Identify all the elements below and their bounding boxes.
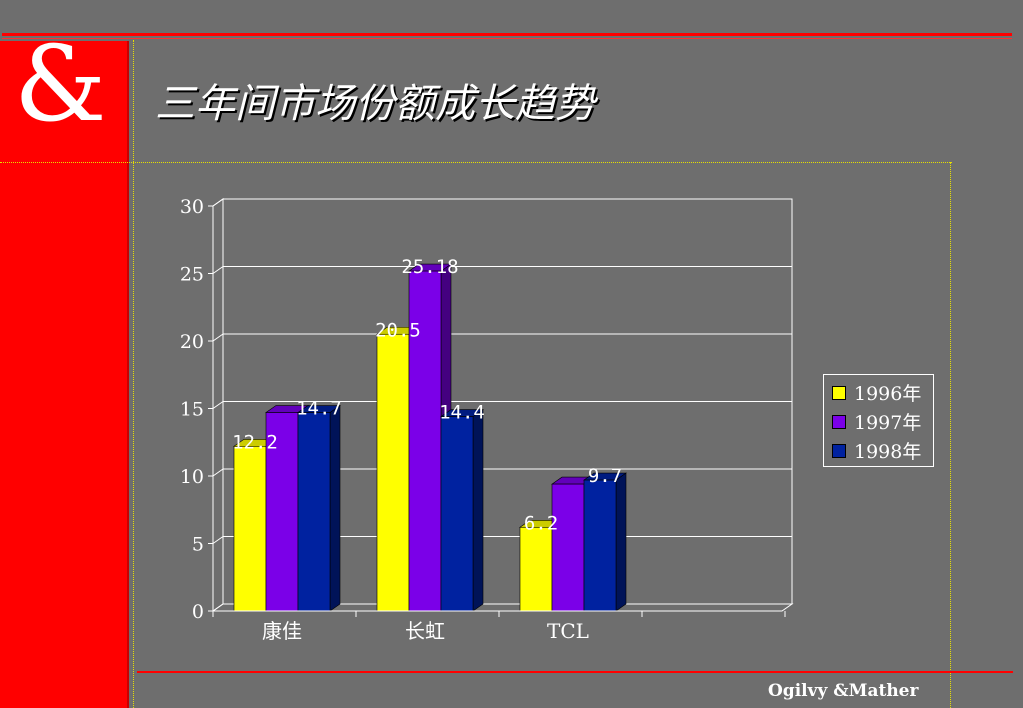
- bar-2-2: [583, 479, 617, 612]
- dotted-guide-vertical-right: [950, 162, 951, 708]
- data-label: 12.2: [232, 431, 278, 453]
- bottom-red-rule: [137, 671, 1013, 673]
- bar-0-2: [297, 412, 331, 612]
- top-red-rule: [2, 33, 1012, 36]
- y-tick-label: 10: [180, 466, 204, 488]
- bar-side: [472, 409, 484, 612]
- legend-item-1998: 1998年: [824, 436, 933, 465]
- dotted-guide-horizontal: [0, 162, 952, 163]
- bar-0-0: [233, 445, 267, 612]
- data-label: 25.18: [401, 256, 458, 278]
- y-tick-label: 0: [192, 601, 204, 623]
- data-label: 9.7: [588, 465, 622, 487]
- bar-0-1: [265, 412, 299, 612]
- slide-title: 三年间市场份额成长趋势: [155, 81, 595, 127]
- gridline-side: [212, 266, 224, 274]
- gridline-side: [212, 401, 224, 409]
- bar-2-0: [519, 526, 553, 612]
- bar-1-1: [408, 270, 442, 612]
- legend-label-1997: 1997年: [854, 412, 922, 434]
- x-axis: 康佳 长虹 TCL: [212, 610, 786, 643]
- bars: [233, 263, 627, 612]
- legend-item-1997: 1997年: [824, 407, 933, 436]
- chart-legend: 1996年 1997年 1998年: [823, 374, 934, 467]
- data-label: 14.7: [296, 398, 342, 420]
- data-label: 6.2: [524, 512, 558, 534]
- left-red-band-edge: [127, 41, 129, 708]
- footer-brand: Ogilvy &Mather: [768, 681, 919, 701]
- gridline-side: [212, 333, 224, 342]
- data-labels: 12.2 14.7 20.5 25.18 14.4 6.2 9.7: [232, 256, 622, 534]
- legend-swatch-1996: [832, 385, 846, 400]
- ampersand-logo: &: [14, 23, 107, 145]
- top-red-rule-thin: [2, 38, 1012, 39]
- legend-item-1996: 1996年: [824, 378, 933, 407]
- y-tick-label: 5: [192, 534, 204, 556]
- x-tick-label: 康佳: [262, 619, 302, 643]
- y-tick-label: 30: [180, 196, 204, 218]
- y-tick-label: 20: [180, 331, 204, 353]
- x-tick-label: 长虹: [405, 619, 445, 643]
- bar-2-1: [551, 483, 585, 612]
- gridline-side: [212, 198, 224, 207]
- legend-swatch-1998: [832, 443, 846, 458]
- x-tick-label: TCL: [547, 619, 589, 643]
- data-label: 20.5: [375, 319, 421, 341]
- dotted-guide-vertical: [133, 40, 134, 708]
- gridline-side: [212, 468, 224, 477]
- bar-1-0: [376, 333, 410, 612]
- legend-label-1998: 1998年: [854, 441, 922, 463]
- data-label: 14.4: [439, 402, 485, 424]
- legend-label-1996: 1996年: [854, 383, 922, 405]
- gridline-side: [212, 536, 224, 544]
- y-tick-label: 25: [180, 264, 204, 286]
- legend-swatch-1997: [832, 414, 846, 429]
- y-axis: 0 5 10 15 20 25 30: [180, 196, 214, 623]
- bar-side: [615, 472, 627, 612]
- bar-side: [329, 404, 341, 612]
- y-tick-label: 15: [180, 399, 204, 421]
- bar-1-2: [440, 416, 474, 612]
- left-red-band: [0, 41, 127, 708]
